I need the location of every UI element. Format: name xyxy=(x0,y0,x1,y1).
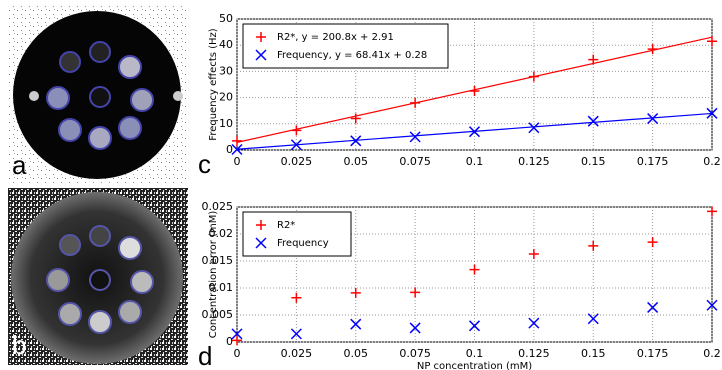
x-tick-label: 0.175 xyxy=(637,155,669,168)
legend-label: R2*, y = 200.8x + 2.91 xyxy=(277,32,394,43)
legend-label: Frequency xyxy=(277,238,329,249)
x-tick-label: 0.1 xyxy=(466,155,484,168)
panel-label: c xyxy=(198,149,211,179)
legend xyxy=(243,212,351,256)
legend xyxy=(243,24,448,68)
legend-label: Frequency, y = 68.41x + 0.28 xyxy=(277,50,427,61)
x-tick-label: 0.15 xyxy=(581,155,606,168)
x-tick-label: 0.2 xyxy=(703,347,721,360)
x-tick-label: 0.025 xyxy=(281,347,313,360)
y-tick-label: 10 xyxy=(219,117,233,130)
image-a: a xyxy=(8,5,188,183)
y-tick-label: 50 xyxy=(219,12,233,25)
y-tick-label: 0 xyxy=(226,335,233,348)
x-tick-label: 0.025 xyxy=(281,155,313,168)
y-axis-label: Concentration error (mM) xyxy=(208,211,219,339)
x-tick-label: 0.125 xyxy=(518,155,550,168)
legend-label: R2* xyxy=(277,220,295,231)
panel-label: a xyxy=(12,150,27,180)
y-tick-label: 40 xyxy=(219,38,233,51)
y-axis-label: Frequency effects (Hz) xyxy=(208,28,219,141)
x-tick-label: 0.1 xyxy=(466,347,484,360)
image-b: b xyxy=(8,188,188,365)
y-tick-label: 30 xyxy=(219,64,233,77)
x-axis-label: NP concentration (mM) xyxy=(417,361,532,370)
x-tick-label: 0.15 xyxy=(581,347,606,360)
x-tick-label: 0.125 xyxy=(518,347,550,360)
x-tick-label: 0 xyxy=(234,347,241,360)
figure: a b 0 0.025 0.05 0.075 0.1 0.125 0.15 0.175 0.2 0… xyxy=(0,0,722,370)
x-tick-label: 0.05 xyxy=(344,347,369,360)
y-tick-label: 20 xyxy=(219,91,233,104)
x-tick-label: 0.075 xyxy=(399,347,431,360)
x-tick-label: 0.2 xyxy=(703,155,721,168)
panel-label: b xyxy=(12,330,26,360)
x-tick-label: 0.05 xyxy=(344,155,369,168)
x-tick-label: 0 xyxy=(234,155,241,168)
panel-label: d xyxy=(198,341,212,370)
x-tick-label: 0.075 xyxy=(399,155,431,168)
x-tick-label: 0.175 xyxy=(637,347,669,360)
